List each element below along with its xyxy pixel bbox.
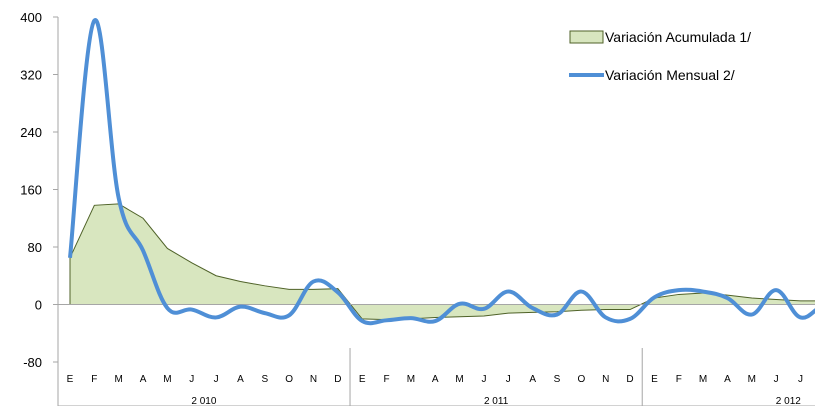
x-tick-labels: EFMAMJJASONDEFMAMJJASONDEFMAMJJASONDEF2 … [67, 374, 803, 406]
x-month-label: A [432, 374, 439, 385]
x-month-label: J [798, 374, 803, 385]
x-month-label: J [506, 374, 511, 385]
y-tick-label: -80 [23, 355, 42, 370]
y-tick-label: 160 [20, 183, 42, 198]
x-month-label: A [237, 374, 244, 385]
x-month-label: M [407, 374, 415, 385]
legend-label-area: Variación Acumulada 1/ [605, 29, 751, 45]
x-month-label: O [285, 374, 293, 385]
x-month-label: M [163, 374, 171, 385]
x-month-label: S [554, 374, 561, 385]
x-month-label: J [774, 374, 779, 385]
x-month-label: F [383, 374, 389, 385]
x-month-label: D [334, 374, 341, 385]
x-month-label: A [724, 374, 731, 385]
x-month-label: D [626, 374, 633, 385]
x-month-label: J [481, 374, 486, 385]
area-series-layer [69, 203, 815, 321]
x-month-label: S [261, 374, 268, 385]
y-tick-label: 80 [28, 240, 42, 255]
x-month-label: M [699, 374, 707, 385]
x-month-label: A [529, 374, 536, 385]
y-tick-label: 0 [35, 298, 42, 313]
x-month-label: M [455, 374, 463, 385]
x-month-label: F [676, 374, 682, 385]
x-month-label: J [189, 374, 194, 385]
area-series-variacion-acumulada [69, 203, 815, 321]
x-month-label: M [115, 374, 123, 385]
y-tick-label: 240 [20, 125, 42, 140]
x-year-label: 2 011 [484, 396, 509, 406]
x-month-label: N [602, 374, 609, 385]
x-month-label: M [748, 374, 756, 385]
x-month-label: E [359, 374, 366, 385]
x-month-label: O [577, 374, 585, 385]
x-month-label: A [140, 374, 147, 385]
x-month-label: F [91, 374, 97, 385]
y-tick-label: 320 [20, 68, 42, 83]
legend-swatch-area [569, 30, 604, 44]
axes-layer [53, 16, 815, 406]
y-tick-labels: -80 0 80 160 240 320 400 [20, 10, 42, 370]
x-month-label: J [214, 374, 219, 385]
x-month-label: E [651, 374, 658, 385]
x-month-label: N [310, 374, 317, 385]
x-month-label: E [67, 374, 74, 385]
legend: Variación Acumulada 1/ Variación Mensual… [569, 29, 751, 83]
x-year-label: 2 012 [776, 396, 801, 406]
x-year-label: 2 010 [191, 396, 216, 406]
legend-label-line: Variación Mensual 2/ [605, 67, 735, 83]
y-tick-label: 400 [20, 10, 42, 25]
